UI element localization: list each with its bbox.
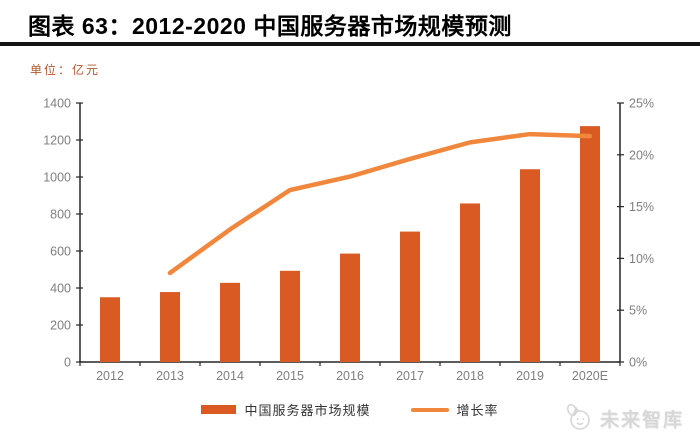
right-axis-tick-label: 25% (629, 97, 654, 111)
bar-2014 (220, 282, 240, 362)
x-axis-category-label: 2014 (216, 369, 244, 383)
right-axis-tick-label: 15% (629, 200, 654, 214)
left-axis-tick-label: 0 (64, 356, 71, 370)
chart-legend: 中国服务器市场规模 增长率 (0, 400, 700, 419)
left-axis-tick-label: 1000 (43, 171, 71, 185)
x-axis-category-label: 2016 (336, 369, 364, 383)
legend-item-market-size: 中国服务器市场规模 (201, 400, 370, 419)
left-axis-tick-label: 600 (50, 245, 71, 259)
right-axis-tick-label: 5% (629, 304, 647, 318)
line-series-swatch (410, 407, 449, 412)
combo-chart-canvas: 0 200 400 600 800 1000 1200 1400 0% 5% 10% 15% 20% 25… (43, 97, 654, 384)
x-axis-category-label: 2017 (396, 369, 424, 383)
x-axis-category-label: 2015 (276, 369, 304, 383)
cat-mascot-outline-icon (566, 403, 590, 430)
bar-series-label: 中国服务器市场规模 (244, 403, 371, 418)
left-axis-tick-label: 1200 (43, 134, 71, 148)
bar-2017 (400, 231, 420, 362)
bar-2016 (340, 253, 360, 362)
x-axis-category-label: 2020E (572, 369, 608, 383)
x-axis-category-label: 2019 (516, 369, 544, 383)
growth-rate-line (167, 131, 593, 276)
watermark-text: 未来智库 (599, 409, 684, 431)
unit-label: 单位：亿元 (30, 63, 101, 77)
left-axis-tick-label: 800 (50, 208, 71, 222)
left-axis-tick-label: 400 (50, 282, 71, 296)
bar-2015 (280, 270, 300, 362)
bar-2019 (520, 169, 540, 362)
right-axis-tick-label: 10% (629, 252, 654, 266)
line-series-label: 增长率 (456, 403, 499, 418)
bar-2013 (160, 292, 180, 362)
brand-watermark: 未来智库 (563, 402, 684, 434)
right-axis-tick-label: 0% (629, 356, 647, 370)
bar-2018 (460, 203, 480, 362)
bar-2012 (100, 297, 120, 362)
x-axis-category-label: 2012 (96, 369, 124, 383)
right-axis-tick-label: 20% (629, 148, 654, 162)
left-axis-tick-label: 1400 (43, 97, 71, 111)
chart-title: 图表 63：2012-2020 中国服务器市场规模预测 (28, 13, 512, 39)
x-axis-category-label: 2018 (456, 369, 484, 383)
x-axis-category-label: 2013 (156, 369, 184, 383)
bar-series-swatch (201, 405, 237, 414)
title-underline (0, 42, 700, 46)
legend-item-growth-rate: 增长率 (410, 400, 499, 419)
left-axis-tick-label: 200 (50, 319, 71, 333)
bar-2020E (580, 126, 600, 362)
